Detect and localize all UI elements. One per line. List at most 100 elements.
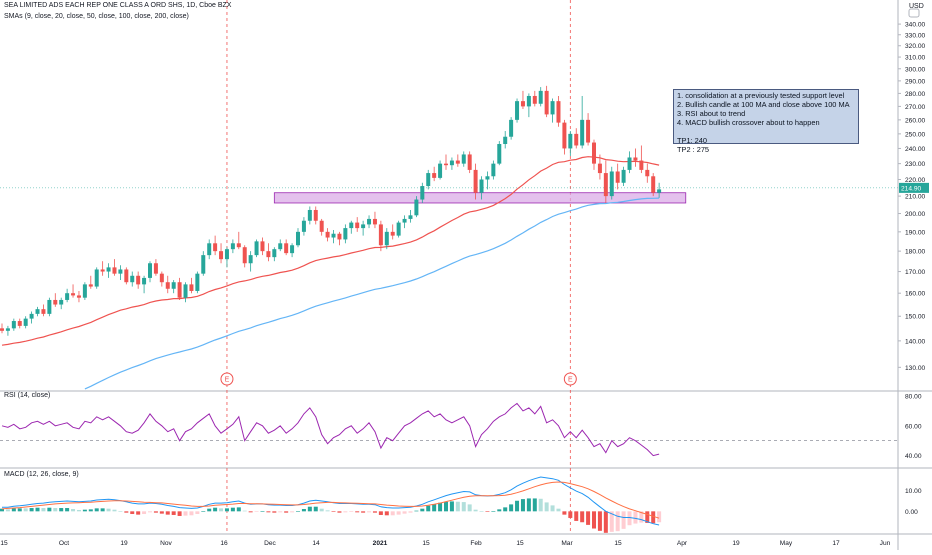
- candle-body: [615, 171, 620, 183]
- macd-histogram-bar: [503, 507, 508, 512]
- trade-notes-box[interactable]: 1. consolidation at a previously tested …: [673, 89, 859, 154]
- macd-histogram-bar: [153, 511, 158, 513]
- price-tick-label: 170.00: [905, 269, 926, 276]
- macd-histogram-bar: [592, 511, 596, 529]
- candle-body: [408, 215, 413, 219]
- candle-body: [213, 243, 218, 252]
- candle-body: [444, 163, 448, 166]
- candle-body: [106, 267, 111, 272]
- macd-histogram-bar: [438, 502, 443, 512]
- candle-body: [337, 233, 342, 240]
- macd-histogram-bar: [467, 504, 472, 512]
- candle-body: [461, 154, 466, 164]
- candle-body: [520, 101, 525, 107]
- candle-body: [142, 277, 147, 285]
- rsi-tick-label: 40.00: [905, 453, 922, 460]
- macd-histogram-bar: [562, 511, 567, 515]
- currency-label: USD: [909, 3, 924, 10]
- macd-histogram-bar: [586, 511, 591, 525]
- candle-body: [41, 309, 46, 314]
- candle-body: [538, 90, 543, 104]
- macd-histogram-bar: [195, 511, 200, 514]
- time-tick-label: 19: [732, 540, 740, 547]
- candle-body: [651, 176, 656, 193]
- macd-histogram-bar: [408, 511, 413, 513]
- candle-body: [562, 122, 567, 149]
- macd-histogram-bar: [41, 508, 46, 512]
- candle-body: [254, 241, 259, 256]
- candle-body: [224, 249, 229, 260]
- time-tick-label: Mar: [561, 540, 573, 547]
- candle-body: [47, 299, 52, 314]
- candle-body: [479, 179, 484, 193]
- candle-body: [301, 220, 306, 232]
- candle-body: [550, 101, 555, 115]
- time-tick-label: Nov: [160, 540, 172, 547]
- macd-histogram-bar: [88, 509, 93, 512]
- macd-histogram-bar: [520, 499, 525, 512]
- macd-histogram-bar: [260, 511, 265, 512]
- candle-body: [136, 275, 141, 285]
- macd-histogram-bar: [53, 508, 58, 512]
- macd-histogram-bar: [230, 507, 235, 512]
- rsi-tick-label: 80.00: [905, 393, 922, 400]
- macd-histogram-bar: [627, 511, 632, 526]
- candle-body: [207, 243, 212, 256]
- macd-histogram-bar: [485, 511, 490, 512]
- candle-body: [343, 228, 348, 240]
- candle-body: [272, 249, 277, 258]
- sma-100-line: [1, 156, 660, 346]
- macd-histogram-bar: [59, 508, 64, 512]
- price-tick-label: 260.00: [905, 117, 926, 124]
- macd-histogram-bar: [455, 501, 460, 512]
- candle-body: [390, 231, 395, 236]
- candle-body: [491, 163, 496, 177]
- macd-histogram-bar: [526, 498, 531, 512]
- candle-body: [159, 273, 164, 283]
- macd-histogram-bar: [580, 511, 585, 523]
- price-tick-label: 160.00: [905, 291, 926, 298]
- candle-body: [473, 169, 478, 193]
- candle-body: [384, 231, 389, 246]
- sma-legend: SMAs (9, close, 20, close, 50, close, 10…: [4, 13, 189, 20]
- candle-body: [124, 269, 129, 283]
- candle-body: [586, 119, 591, 143]
- candle-body: [627, 157, 632, 170]
- macd-histogram-bar: [159, 511, 164, 514]
- candle-body: [432, 173, 437, 178]
- candle-body: [112, 267, 117, 274]
- macd-histogram-bar: [574, 511, 579, 521]
- candle-body: [11, 321, 16, 329]
- macd-histogram-bar: [621, 511, 626, 529]
- macd-histogram-bar: [556, 508, 561, 512]
- macd-histogram-bar: [76, 510, 81, 512]
- candle-body: [633, 157, 638, 161]
- macd-histogram-bar: [461, 502, 466, 512]
- time-tick-label: 15: [516, 540, 524, 547]
- macd-histogram-bar: [319, 508, 324, 512]
- time-tick-label: 14: [312, 540, 320, 547]
- price-tick-label: 150.00: [905, 314, 926, 321]
- candle-body: [467, 154, 472, 170]
- price-tick-label: 270.00: [905, 104, 926, 111]
- macd-histogram-bar: [213, 507, 218, 512]
- macd-histogram-bar: [65, 508, 70, 512]
- macd-line: [2, 476, 660, 526]
- macd-histogram-bar: [609, 511, 614, 532]
- candle-body: [396, 222, 401, 236]
- candle-body: [82, 284, 87, 298]
- candle-body: [526, 95, 531, 107]
- macd-histogram-bar: [420, 508, 425, 512]
- candle-body: [29, 313, 34, 319]
- candle-body: [657, 189, 662, 193]
- macd-histogram-bar: [171, 511, 176, 515]
- candle-body: [236, 243, 241, 248]
- time-tick-label: Feb: [470, 540, 482, 547]
- candle-body: [130, 275, 135, 283]
- macd-histogram-bar: [544, 502, 549, 512]
- candle-body: [556, 101, 561, 123]
- candle-body: [597, 163, 602, 174]
- current-price-box: [899, 182, 929, 193]
- macd-histogram-bar: [384, 511, 389, 516]
